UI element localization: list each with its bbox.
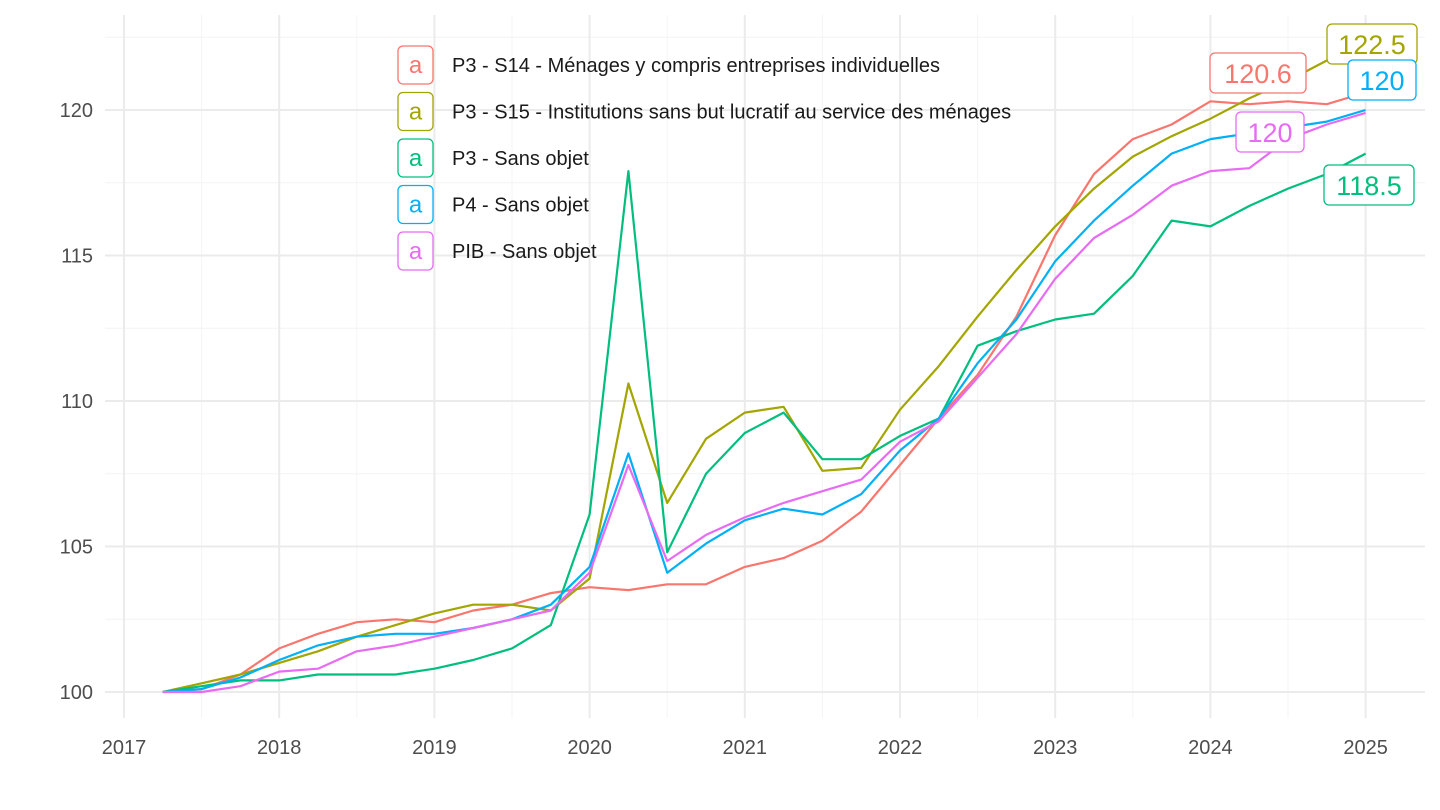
legend-label: P3 - S14 - Ménages y compris entreprises… (452, 55, 940, 77)
legend-key (397, 45, 434, 85)
chart-grid (105, 15, 1425, 718)
y-tick-label: 100 (60, 682, 93, 704)
chart-series (162, 36, 1367, 694)
series-line-4 (162, 108, 1366, 694)
legend-key (397, 184, 434, 225)
series-line-1 (162, 91, 1366, 694)
end-label-box (1209, 52, 1307, 94)
legend-key (397, 231, 434, 271)
x-tick-label: 2017 (102, 737, 147, 759)
legend-item-1: a P3 - S14 - Ménages y compris entreprise… (397, 45, 940, 85)
legend-key-glyph: a (409, 238, 423, 265)
y-tick-label: 120 (60, 100, 93, 122)
end-label-4: 120 (1347, 59, 1417, 101)
legend-key (397, 91, 434, 132)
x-tick-label: 2024 (1188, 737, 1233, 759)
end-label-value: 120 (1247, 118, 1292, 148)
end-label-box (1235, 111, 1305, 153)
end-label-3: 118.5 (1323, 164, 1415, 206)
legend-item-4: a P4 - Sans objet (397, 184, 589, 225)
legend-item-2: a P3 - S15 - Institutions sans but lucrat… (397, 91, 1011, 132)
legend-key-glyph: a (409, 99, 423, 126)
x-tick-label: 2025 (1343, 737, 1388, 759)
series-line-2 (162, 36, 1367, 694)
chart-axes: 2017 2018 2019 2020 2021 2022 2023 2024 2025 100 1… (60, 100, 1388, 759)
y-tick-label: 115 (61, 246, 93, 268)
legend-item-5: a PIB - Sans objet (397, 231, 597, 271)
x-tick-label: 2021 (723, 737, 768, 759)
legend-label: P3 - Sans objet (452, 148, 589, 170)
y-tick-label: 110 (61, 391, 93, 413)
y-tick-label: 105 (60, 537, 93, 559)
end-label-box (1347, 59, 1417, 101)
end-label-value: 122.5 (1338, 30, 1406, 60)
x-tick-label: 2018 (257, 737, 302, 759)
series-line-5 (162, 111, 1366, 694)
legend-label: P3 - S15 - Institutions sans but lucrati… (452, 102, 1011, 124)
legend-label: P4 - Sans objet (452, 195, 589, 217)
x-tick-label: 2022 (878, 737, 923, 759)
legend-key (397, 138, 434, 178)
legend-key-glyph: a (409, 145, 423, 172)
chart-end-labels: 120.6 122.5 118.5 120 120 (1209, 23, 1418, 206)
end-label-value: 120.6 (1224, 59, 1292, 89)
legend-key-glyph: a (409, 192, 423, 219)
x-tick-label: 2023 (1033, 737, 1078, 759)
x-tick-label: 2019 (412, 737, 457, 759)
end-label-box (1323, 164, 1415, 206)
end-label-1: 120.6 (1209, 52, 1307, 94)
end-label-2: 122.5 (1326, 23, 1418, 65)
legend-key-glyph: a (409, 52, 423, 79)
legend-label: PIB - Sans objet (452, 241, 597, 263)
end-label-value: 118.5 (1336, 171, 1402, 201)
end-label-5: 120 (1235, 111, 1305, 153)
x-tick-label: 2020 (567, 737, 612, 759)
series-line-3 (162, 152, 1367, 694)
end-label-value: 120 (1359, 66, 1404, 96)
chart-legend: a P3 - S14 - Ménages y compris entreprise… (397, 45, 1011, 271)
legend-item-3: a P3 - Sans objet (397, 138, 589, 178)
